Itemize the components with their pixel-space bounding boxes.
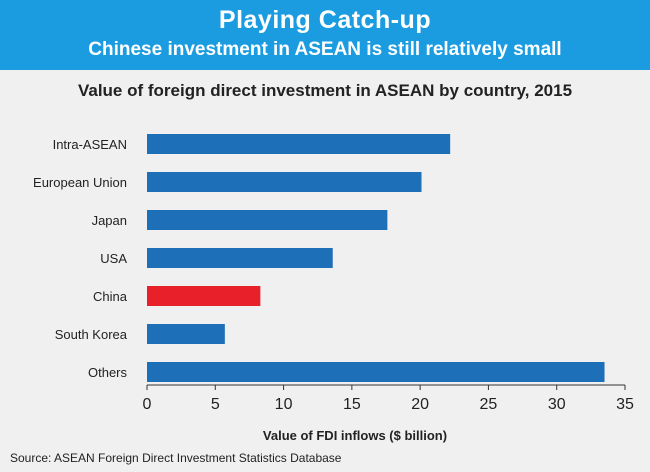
bar-european-union [147, 172, 422, 192]
x-tick-label: 20 [411, 396, 429, 413]
x-tick-label: 25 [480, 396, 498, 413]
x-tick-label: 15 [343, 396, 361, 413]
category-label-south-korea: South Korea [55, 327, 128, 342]
x-tick-label: 0 [143, 396, 152, 413]
x-tick-label: 30 [548, 396, 566, 413]
chart-title: Value of foreign direct investment in AS… [77, 81, 573, 100]
bar-intra-asean [147, 134, 451, 154]
x-tick-label: 10 [275, 396, 293, 413]
x-axis-title: Value of FDI inflows ($ billion) [263, 428, 447, 443]
page-subtitle: Chinese investment in ASEAN is still rel… [88, 39, 562, 60]
x-tick-label: 35 [616, 396, 634, 413]
category-label-intra-asean: Intra-ASEAN [53, 137, 127, 152]
category-label-european-union: European Union [33, 175, 127, 190]
bar-others [147, 362, 605, 382]
source-note: Source: ASEAN Foreign Direct Investment … [10, 451, 342, 465]
x-tick-label: 5 [211, 396, 220, 413]
header-banner: Playing Catch-up Chinese investment in A… [0, 0, 650, 70]
category-label-usa: USA [100, 251, 127, 266]
category-label-china: China [93, 289, 128, 304]
category-label-others: Others [88, 365, 128, 380]
category-label-japan: Japan [92, 213, 127, 228]
bar-japan [147, 210, 388, 230]
page-title: Playing Catch-up [218, 6, 432, 34]
bar-usa [147, 248, 333, 268]
bar-chart: Intra-ASEAN European Union Japan USA China So… [33, 134, 634, 443]
bar-south-korea [147, 324, 225, 344]
bar-china [147, 286, 261, 306]
